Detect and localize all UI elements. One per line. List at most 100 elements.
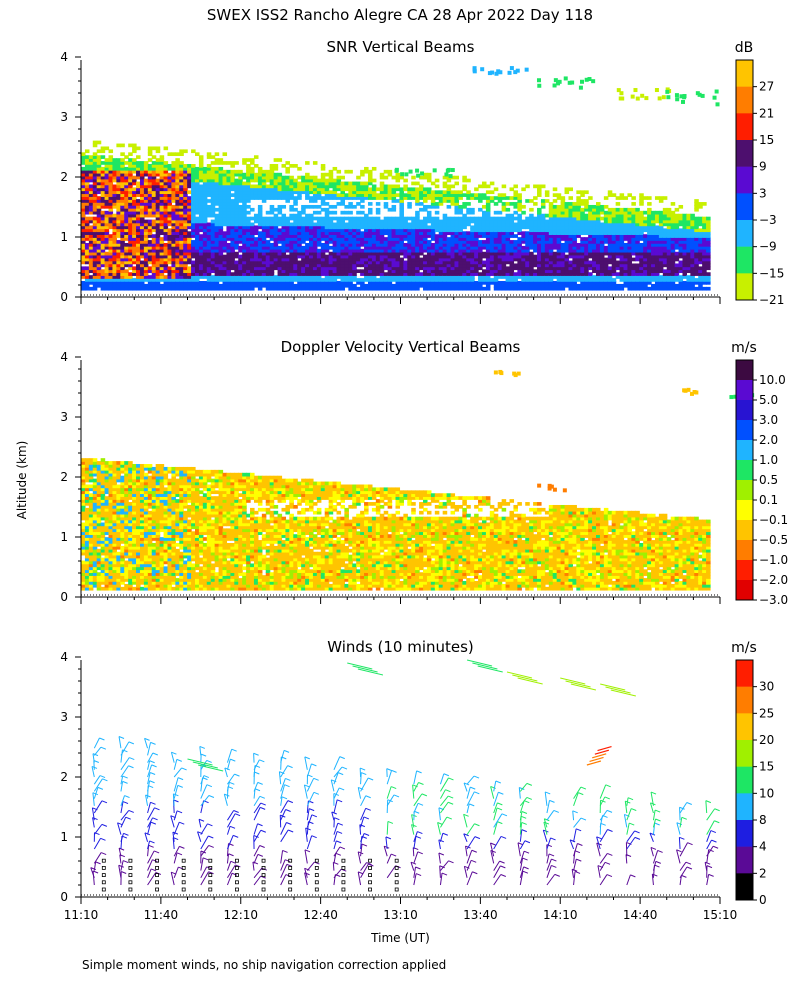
colorbar-swatch <box>736 60 753 87</box>
colorbar-label: 1.0 <box>759 453 778 467</box>
y-tick-label: 4 <box>60 50 68 64</box>
colorbar-label: 2 <box>759 866 767 880</box>
y-tick-label: 4 <box>60 650 68 664</box>
colorbar-1: dB 27 21 15 9 3 −3 −9 −15 −21 <box>735 40 785 307</box>
x-tick-label: 12:40 <box>303 908 338 922</box>
colorbar-label: 3 <box>759 186 767 200</box>
colorbar-label: 0.5 <box>759 473 778 487</box>
main-title: SWEX ISS2 Rancho Alegre CA 28 Apr 2022 D… <box>206 6 594 24</box>
colorbar-swatch <box>736 380 753 401</box>
colorbar-label: 20 <box>759 733 774 747</box>
y-tick-label: 0 <box>60 590 68 604</box>
colorbar-swatch <box>736 113 753 141</box>
plot-area-2 <box>81 369 755 591</box>
colorbar-swatch <box>736 873 753 901</box>
colorbar-label: 30 <box>759 680 774 694</box>
y-tick-label: 2 <box>60 470 68 484</box>
colorbar-label: 5.0 <box>759 393 778 407</box>
plot-area-1 <box>81 66 720 291</box>
panel-title: Winds (10 minutes) <box>327 638 474 656</box>
y-axis-label: Altitude (km) <box>15 441 29 520</box>
colorbar-label: 10.0 <box>759 373 786 387</box>
colorbar-swatch <box>736 440 753 461</box>
axes-1: 0 1 2 3 4 <box>60 50 721 304</box>
colorbar-frame <box>735 659 754 901</box>
y-tick-label: 3 <box>60 710 68 724</box>
colorbar-label: 0 <box>759 893 767 907</box>
colorbar-swatch <box>736 740 753 767</box>
y-tick-label: 4 <box>60 350 68 364</box>
colorbar-label: −3 <box>759 213 777 227</box>
colorbar-swatch <box>736 660 753 687</box>
colorbar-label: 9 <box>759 160 767 174</box>
y-tick-label: 1 <box>60 830 68 844</box>
y-tick-label: 3 <box>60 410 68 424</box>
y-tick-label: 2 <box>60 770 68 784</box>
colorbar-swatch <box>736 846 753 874</box>
colorbar-label: 15 <box>759 760 774 774</box>
colorbar-label: −3.0 <box>759 593 788 607</box>
colorbar-label: 2.0 <box>759 433 778 447</box>
colorbar-swatch <box>736 360 753 381</box>
x-tick-label: 11:10 <box>64 908 99 922</box>
colorbar-swatch <box>736 686 753 714</box>
colorbar-frame <box>735 59 754 301</box>
colorbar-label: 8 <box>759 813 767 827</box>
colorbar-label: −1.0 <box>759 553 788 567</box>
colorbar-swatch <box>736 520 753 541</box>
footer-note: Simple moment winds, no ship navigation … <box>82 958 447 972</box>
colorbar-label: 4 <box>759 840 767 854</box>
colorbar-label: 25 <box>759 706 774 720</box>
colorbar-label: 21 <box>759 106 774 120</box>
colorbar-label: 15 <box>759 133 774 147</box>
colorbar-swatch <box>736 220 753 247</box>
x-tick-label: 11:40 <box>144 908 179 922</box>
colorbar-units: m/s <box>731 340 757 356</box>
colorbar-label: −9 <box>759 240 777 254</box>
colorbar-label: −0.1 <box>759 513 788 527</box>
colorbar-swatch <box>736 480 753 501</box>
colorbar-label: −21 <box>759 293 784 307</box>
colorbar-swatch <box>736 420 753 441</box>
colorbar-2: m/s 10.0 5.0 3.0 2.0 1.0 0.5 0.1 −0.1 −0.5 −1.0 −2.… <box>731 340 788 607</box>
colorbar-swatch <box>736 86 753 114</box>
colorbar-swatch <box>736 820 753 847</box>
panel-title: Doppler Velocity Vertical Beams <box>281 338 521 356</box>
colorbar-swatch <box>736 166 753 194</box>
colorbar-swatch <box>736 500 753 521</box>
colorbar-frame <box>735 359 754 601</box>
x-tick-label: 13:10 <box>383 908 418 922</box>
y-tick-label: 0 <box>60 290 68 304</box>
axes-2: 0 1 2 3 4 <box>60 350 721 604</box>
colorbar-swatch <box>736 793 753 821</box>
x-tick-label: 14:40 <box>623 908 658 922</box>
x-axis-label: Time (UT) <box>370 931 430 945</box>
x-tick-label: 12:10 <box>223 908 258 922</box>
x-tick-label: 15:10 <box>703 908 738 922</box>
y-tick-label: 3 <box>60 110 68 124</box>
colorbar-swatch <box>736 713 753 741</box>
colorbar-swatch <box>736 460 753 481</box>
colorbar-swatch <box>736 193 753 221</box>
y-tick-label: 0 <box>60 890 68 904</box>
colorbar-units: dB <box>735 40 754 56</box>
colorbar-swatch <box>736 400 753 421</box>
colorbar-swatch <box>736 580 753 601</box>
axes-3: 0 1 2 3 4 11:10 11:40 12:10 12:40 13:10 13:40 14:10… <box>60 650 737 922</box>
colorbar-label: −0.5 <box>759 533 788 547</box>
colorbar-swatch <box>736 140 753 167</box>
colorbar-label: 0.1 <box>759 493 778 507</box>
colorbar-label: −2.0 <box>759 573 788 587</box>
colorbar-swatch <box>736 246 753 274</box>
colorbar-units: m/s <box>731 640 757 656</box>
colorbar-swatch <box>736 540 753 561</box>
colorbar-label: 10 <box>759 786 774 800</box>
colorbar-label: 27 <box>759 80 774 94</box>
y-tick-label: 2 <box>60 170 68 184</box>
colorbar-swatch <box>736 766 753 794</box>
panel-title: SNR Vertical Beams <box>327 38 475 56</box>
colorbar-label: −15 <box>759 266 784 280</box>
colorbar-label: 3.0 <box>759 413 778 427</box>
y-tick-label: 1 <box>60 530 68 544</box>
